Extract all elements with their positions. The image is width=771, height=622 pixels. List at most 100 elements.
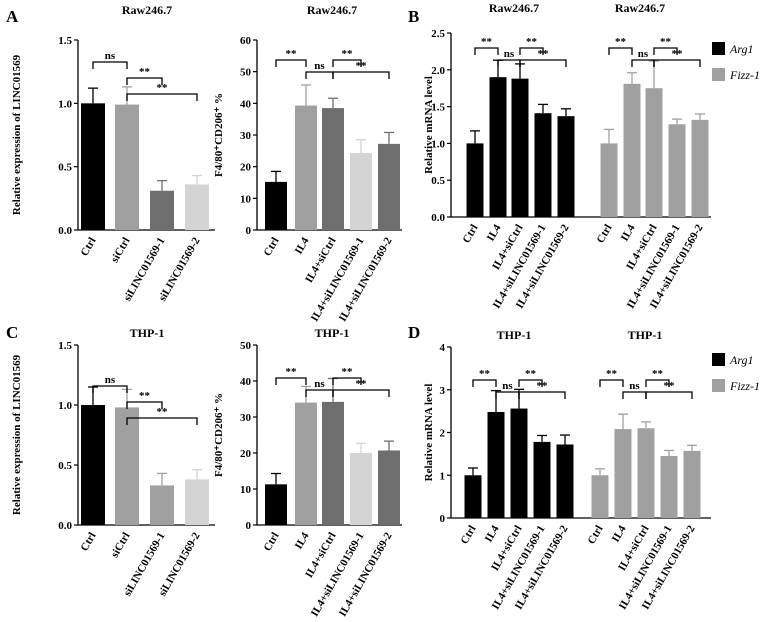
bar (150, 190, 174, 230)
x-tick-label: siCtrl (109, 236, 133, 265)
bar (378, 143, 400, 230)
bar (115, 407, 139, 525)
significance-label: ** (356, 60, 368, 72)
bar (668, 124, 686, 217)
bar (150, 485, 174, 525)
bar (322, 108, 344, 230)
significance-label: ** (664, 380, 676, 392)
significance-bracket (126, 93, 198, 101)
x-tick-label: IL4 (293, 530, 312, 551)
x-tick-label: IL4 (610, 523, 629, 544)
y-tick-label: 20 (240, 162, 252, 174)
panel-letter: B (408, 7, 419, 26)
significance-label: ** (139, 66, 151, 78)
panel-letter: D (408, 323, 420, 342)
significance-label: ** (157, 82, 169, 94)
y-tick-label: 0.0 (58, 225, 72, 237)
y-axis-label: Relative mRNA level (423, 76, 435, 174)
bar (510, 408, 528, 518)
y-tick-label: 1.0 (58, 98, 72, 110)
chart-title: Raw246.7 (489, 1, 539, 15)
significance-label: ** (526, 36, 538, 48)
y-tick-label: 0.5 (58, 460, 72, 472)
bar (600, 143, 618, 217)
significance-bracket (495, 391, 520, 399)
x-tick-label: Ctrl (594, 223, 614, 246)
y-tick-label: 1.5 (58, 340, 72, 352)
y-tick-label: 50 (240, 340, 252, 352)
significance-label: ns (105, 374, 116, 386)
significance-bracket (92, 61, 128, 69)
y-tick-label: 30 (240, 130, 252, 142)
significance-label: ns (502, 380, 513, 392)
y-tick-label: 0 (440, 513, 446, 525)
x-tick-label: Ctrl (460, 223, 480, 246)
chart-title: Raw246.7 (615, 1, 665, 15)
significance-label: ns (105, 50, 116, 62)
y-tick-label: 40 (240, 376, 252, 388)
bar (322, 401, 344, 525)
chart-a1: A Raw246.7 0.0 0.5 1.0 1.5 Relative expression… (6, 3, 215, 303)
significance-bracket (608, 47, 633, 55)
bar (511, 78, 529, 217)
legend-label: Arg1 (729, 42, 754, 56)
bar (487, 411, 505, 518)
significance-label: ** (538, 48, 550, 60)
y-axis-label: F4/80⁺CD206⁺ % (213, 93, 225, 177)
y-tick-label: 1.0 (58, 400, 72, 412)
significance-bracket (332, 71, 390, 79)
bar (489, 77, 507, 217)
bar (591, 475, 609, 518)
x-tick-label: Ctrl (261, 236, 281, 259)
bar (265, 484, 287, 525)
panel-letter: C (6, 323, 18, 342)
significance-label: ** (479, 368, 491, 380)
significance-bracket (622, 391, 647, 399)
y-tick-label: 20 (240, 448, 252, 460)
y-tick-label: 1 (440, 470, 446, 482)
significance-bracket (332, 377, 362, 385)
chart-b: B Raw246.7 Raw246.7 0.0 0.5 1.0 1.5 2.0 2.5 Relat… (408, 1, 760, 311)
x-tick-label: IL4 (485, 222, 504, 243)
legend-swatch (712, 379, 725, 392)
chart-title: Raw246.7 (122, 3, 172, 17)
y-tick-label: 0 (246, 520, 252, 532)
legend-swatch (712, 353, 725, 366)
bar (637, 428, 655, 518)
bar (533, 441, 551, 518)
significance-label: ** (139, 390, 151, 402)
y-tick-label: 1.5 (58, 35, 72, 47)
y-tick-label: 2.0 (431, 65, 445, 77)
significance-label: ns (314, 60, 325, 72)
panel-letter: A (6, 7, 19, 26)
y-tick-label: 0.5 (431, 175, 445, 187)
significance-label: ** (286, 48, 298, 60)
legend-swatch (712, 68, 725, 81)
bar (115, 104, 139, 230)
chart-title: THP-1 (315, 326, 350, 340)
legend-label: Fizz-1 (729, 379, 760, 393)
significance-bracket (519, 47, 544, 55)
y-tick-label: 0.5 (58, 162, 72, 174)
y-tick-label: 50 (240, 67, 252, 79)
significance-bracket (653, 59, 701, 67)
y-tick-label: 1.0 (431, 138, 445, 150)
significance-label: ** (356, 378, 368, 390)
significance-label: ** (615, 36, 627, 48)
significance-label: ns (314, 378, 325, 390)
significance-label: ** (652, 368, 664, 380)
significance-label: ns (629, 380, 640, 392)
significance-bracket (518, 391, 566, 399)
bar (660, 456, 678, 518)
significance-bracket (599, 379, 624, 387)
y-axis-label: Relative expression of LINC01569 (11, 354, 23, 515)
bar (466, 143, 484, 217)
bar (534, 113, 552, 217)
significance-label: ** (537, 380, 549, 392)
significance-bracket (472, 379, 497, 387)
significance-label: ** (342, 48, 354, 60)
x-tick-label: IL4 (293, 235, 312, 256)
chart-title: Raw246.7 (307, 3, 357, 17)
chart-c2: THP-1 0 10 20 30 40 50 F4/80⁺CD206⁺ % Ctrl IL4 IL4… (213, 326, 402, 619)
chart-title: THP-1 (130, 326, 165, 340)
